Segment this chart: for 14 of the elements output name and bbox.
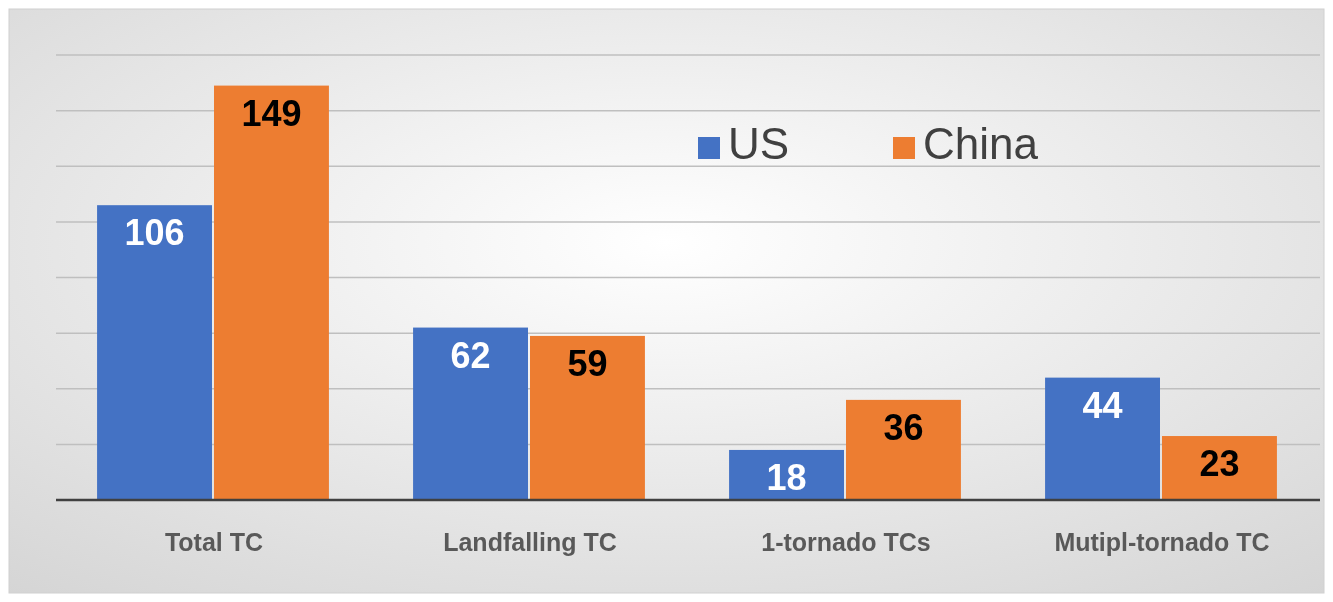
- x-tick-label: Mutipl-tornado TC: [1054, 528, 1270, 556]
- legend-label: China: [923, 119, 1039, 168]
- legend-label: US: [728, 119, 790, 168]
- data-label: 149: [241, 92, 302, 134]
- x-tick-label: 1-tornado TCs: [761, 528, 931, 556]
- data-label: 18: [766, 456, 807, 498]
- data-label: 59: [567, 342, 608, 384]
- data-label: 44: [1082, 384, 1123, 426]
- data-label: 23: [1199, 443, 1240, 485]
- data-label: 106: [124, 212, 185, 254]
- x-tick-label: Landfalling TC: [443, 528, 617, 556]
- data-label: 36: [883, 406, 924, 448]
- data-label: 62: [450, 334, 491, 376]
- x-tick-label: Total TC: [164, 528, 264, 556]
